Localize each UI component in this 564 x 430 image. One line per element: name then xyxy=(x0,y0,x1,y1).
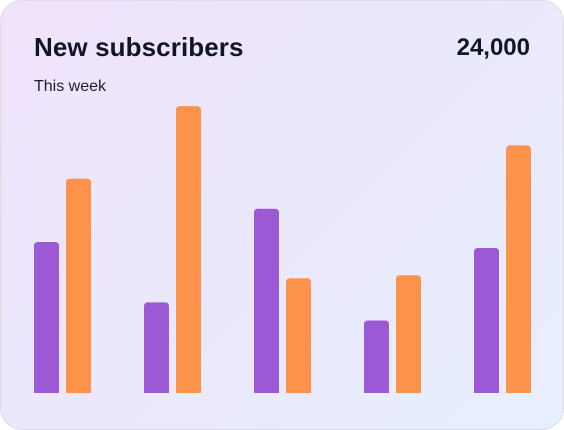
card-title: New subscribers xyxy=(34,32,244,62)
bar-series-1-group-4 xyxy=(364,320,389,393)
bar-series-1-group-2 xyxy=(144,302,169,393)
bar-series-2-group-4 xyxy=(396,275,421,393)
bar-series-2-group-1 xyxy=(66,178,91,393)
bar-series-1-group-5 xyxy=(474,248,499,393)
bar-series-2-group-5 xyxy=(506,145,531,393)
bar-series-1-group-3 xyxy=(254,208,279,393)
subscribers-total: 24,000 xyxy=(456,34,530,61)
bar-series-2-group-3 xyxy=(286,278,311,393)
bar-series-2-group-2 xyxy=(176,106,201,393)
bar-series-1-group-1 xyxy=(34,242,59,393)
card-subtitle: This week xyxy=(34,78,107,95)
